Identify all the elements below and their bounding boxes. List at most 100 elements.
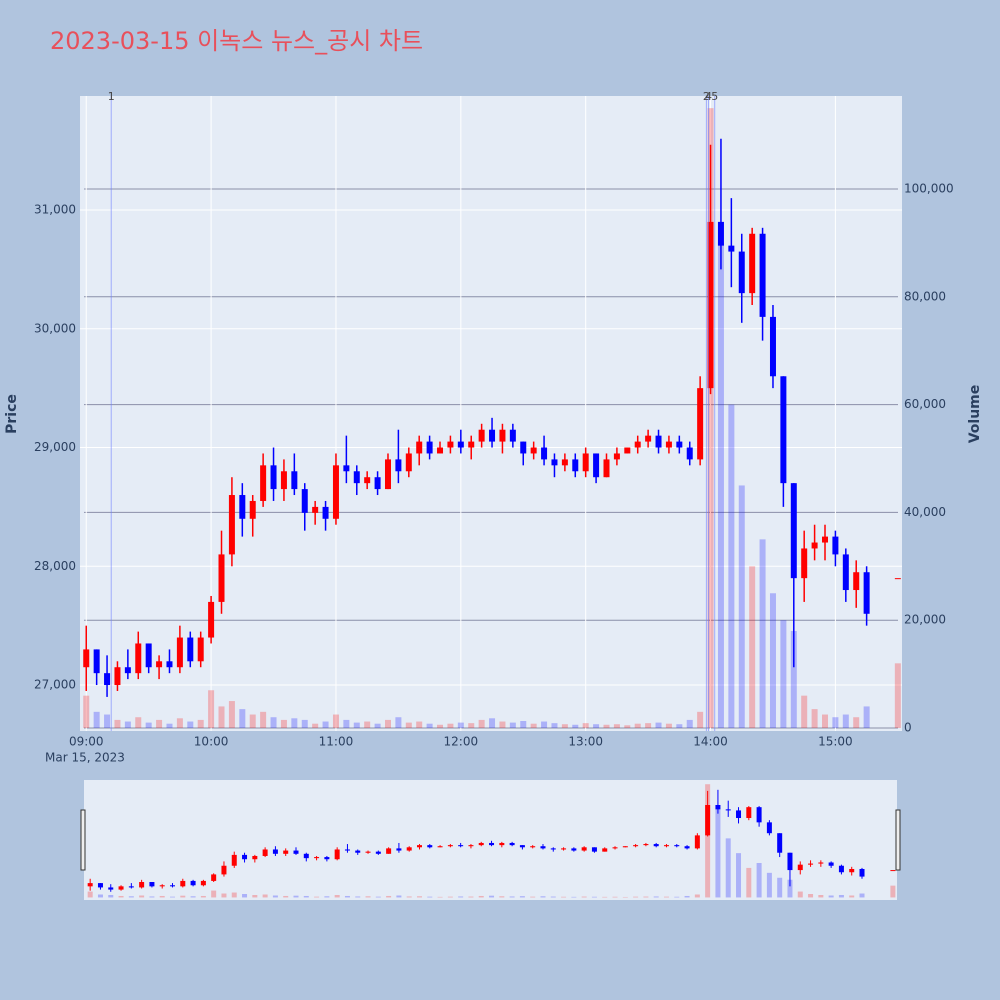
candle-body — [801, 548, 808, 579]
mini-volume-bar — [509, 896, 515, 898]
mini-candle-body — [561, 848, 567, 850]
mini-volume-bar — [746, 867, 752, 898]
mini-candle-body — [416, 845, 422, 848]
mini-volume-bar — [468, 896, 474, 898]
mini-candle-body — [170, 885, 176, 887]
mini-candle-body — [612, 847, 618, 849]
volume-bar — [416, 721, 423, 728]
mini-candle-body — [344, 849, 350, 851]
mini-volume-bar — [293, 895, 299, 898]
mini-volume-bar — [571, 896, 577, 898]
mini-volume-bar — [530, 896, 536, 898]
volume-bar — [426, 723, 433, 728]
mini-candle-body — [180, 880, 186, 887]
volume-bar — [686, 719, 693, 728]
mini-candle-body — [777, 833, 783, 853]
mini-volume-bar — [838, 894, 844, 898]
mini-candle-body — [705, 804, 711, 836]
mini-candle-body — [303, 853, 309, 859]
mini-volume-bar — [489, 895, 495, 898]
volume-bar — [353, 722, 360, 728]
candle-body — [769, 316, 776, 377]
candle-body — [83, 649, 90, 668]
mini-volume-bar — [591, 896, 597, 898]
volume-bar — [291, 718, 298, 728]
mini-volume-bar — [581, 896, 587, 898]
candle-body — [270, 465, 277, 490]
mini-candle-body — [406, 847, 412, 851]
mini-volume-bar — [663, 896, 669, 898]
mini-volume-bar — [365, 896, 371, 898]
mini-candle-body — [509, 842, 515, 846]
candle-body — [187, 637, 194, 662]
candle-body — [738, 251, 745, 294]
mini-volume-bar — [314, 896, 320, 898]
candle-body — [447, 441, 454, 448]
mini-candle-body — [581, 847, 587, 851]
mini-candle-body — [787, 852, 793, 871]
y2-tick-label: 80,000 — [904, 289, 946, 303]
volume-bar — [509, 722, 516, 728]
candle-body — [541, 447, 548, 460]
range-handle-right[interactable] — [895, 809, 901, 871]
volume-bar — [655, 722, 662, 728]
mini-candle-body — [159, 885, 165, 887]
mini-volume-bar — [272, 895, 278, 898]
mini-volume-bar — [221, 893, 227, 898]
mini-volume-bar — [97, 894, 103, 898]
mini-candle-body — [818, 862, 824, 864]
event-label: 2 — [703, 90, 710, 103]
y2-tick-label: 60,000 — [904, 397, 946, 411]
candle-body — [499, 429, 506, 442]
candle-body — [790, 483, 797, 579]
volume-bar — [769, 593, 776, 728]
mini-candle-body — [200, 880, 206, 886]
volume-bar — [593, 724, 600, 728]
candle-body — [260, 465, 267, 501]
volume-bar — [520, 720, 527, 728]
volume-bar — [405, 722, 412, 728]
mini-volume-bar — [406, 896, 412, 898]
candle-body — [301, 489, 308, 513]
mini-volume-bar — [725, 838, 731, 898]
range-slider[interactable] — [84, 780, 897, 900]
volume-bar — [530, 723, 537, 728]
candle-body — [176, 637, 183, 668]
mini-candle-body — [314, 857, 320, 859]
mini-volume-bar — [808, 894, 814, 898]
mini-volume-bar — [427, 896, 433, 898]
mini-candle-body — [489, 842, 495, 846]
mini-volume-bar — [149, 896, 155, 898]
candle-body — [104, 673, 111, 686]
volume-bar — [759, 539, 766, 728]
volume-bar — [811, 709, 818, 728]
candle-body — [145, 643, 152, 668]
candle-body — [728, 245, 735, 252]
volume-bar — [468, 723, 475, 728]
volume-bar — [260, 711, 267, 728]
candle-body — [343, 465, 350, 472]
mini-volume-bar — [458, 896, 464, 898]
volume-bar — [780, 620, 787, 728]
mini-volume-bar — [303, 895, 309, 898]
mini-volume-bar — [643, 896, 649, 898]
volume-bar — [437, 724, 444, 728]
x-tick-label: 09:00 — [69, 735, 104, 749]
mini-candle-body — [108, 887, 114, 890]
candle-body — [239, 495, 246, 519]
candle-body — [603, 459, 610, 478]
mini-volume-bar — [540, 896, 546, 898]
mini-candle-body — [828, 862, 834, 866]
volume-bar — [842, 714, 849, 728]
candle-body — [832, 536, 839, 555]
candle-body — [249, 500, 256, 519]
mini-candle-body — [653, 844, 659, 847]
candle-body — [572, 459, 579, 472]
mini-volume-bar — [633, 896, 639, 898]
mini-candle-body — [499, 842, 505, 846]
mini-candle-body — [87, 883, 93, 887]
volume-bar — [572, 724, 579, 728]
mini-volume-bar — [653, 896, 659, 898]
candle-body — [322, 506, 329, 519]
range-handle-left[interactable] — [80, 809, 86, 871]
